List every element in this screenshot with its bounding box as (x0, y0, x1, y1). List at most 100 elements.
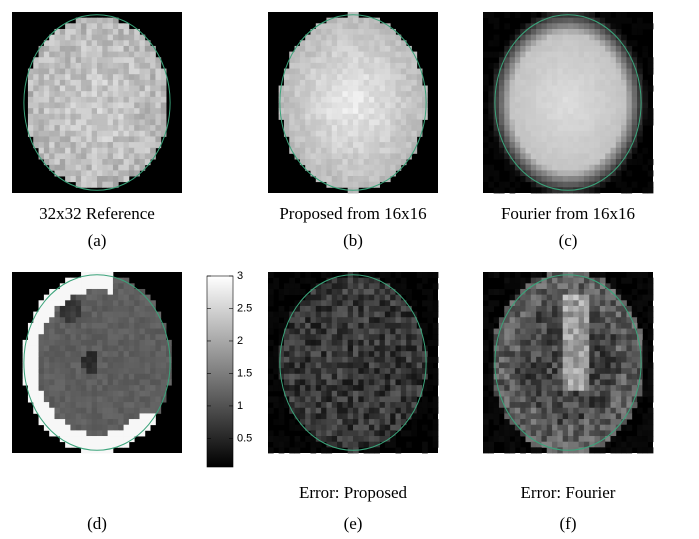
image-pixel (563, 18, 569, 24)
image-pixel (541, 176, 547, 182)
image-pixel (289, 114, 295, 120)
image-pixel (342, 153, 348, 159)
image-pixel (337, 119, 343, 125)
image-pixel (526, 165, 532, 171)
image-pixel (337, 80, 343, 86)
image-pixel (155, 385, 161, 391)
image-pixel (358, 374, 364, 380)
image-pixel (92, 363, 98, 369)
image-pixel (406, 148, 412, 154)
image-pixel (289, 125, 295, 131)
image-pixel (547, 295, 553, 301)
image-pixel (637, 136, 643, 142)
image-pixel (33, 69, 39, 75)
image-pixel (134, 363, 140, 369)
image-pixel (337, 148, 343, 154)
image-pixel (642, 86, 648, 92)
image-pixel (611, 368, 617, 374)
image-pixel (510, 165, 516, 171)
image-pixel (316, 419, 322, 425)
image-pixel (526, 35, 532, 41)
image-pixel (300, 289, 306, 295)
image-pixel (616, 12, 622, 18)
image-pixel (70, 306, 76, 312)
image-pixel (526, 323, 532, 329)
image-pixel (353, 153, 359, 159)
image-pixel (396, 86, 402, 92)
image-pixel (374, 391, 380, 397)
image-pixel (39, 374, 45, 380)
image-pixel (579, 46, 585, 52)
image-pixel (70, 35, 76, 41)
image-pixel (563, 74, 569, 80)
image-pixel (273, 323, 279, 329)
image-pixel (536, 334, 542, 340)
image-pixel (374, 176, 380, 182)
image-pixel (92, 391, 98, 397)
image-pixel (520, 300, 526, 306)
image-pixel (60, 391, 66, 397)
image-pixel (595, 40, 601, 46)
image-pixel (531, 103, 537, 109)
image-pixel (396, 272, 402, 278)
image-pixel (92, 86, 98, 92)
image-pixel (65, 119, 71, 125)
image-pixel (563, 368, 569, 374)
image-pixel (390, 340, 396, 346)
image-pixel (358, 346, 364, 352)
image-pixel (358, 69, 364, 75)
image-pixel (642, 46, 648, 52)
image-pixel (541, 374, 547, 380)
image-pixel (579, 425, 585, 431)
image-pixel (396, 329, 402, 335)
image-pixel (55, 170, 61, 176)
image-pixel (621, 187, 627, 193)
image-pixel (129, 329, 135, 335)
image-pixel (348, 63, 354, 69)
image-pixel (86, 391, 92, 397)
image-pixel (140, 108, 146, 114)
image-pixel (488, 363, 494, 369)
image-pixel (124, 91, 130, 97)
image-pixel (145, 131, 151, 137)
image-pixel (65, 176, 71, 182)
image-pixel (369, 317, 375, 323)
image-pixel (573, 306, 579, 312)
image-pixel (300, 346, 306, 352)
image-pixel (108, 125, 114, 131)
image-pixel (648, 408, 654, 414)
image-pixel (632, 91, 638, 97)
image-pixel (305, 379, 311, 385)
image-pixel (86, 159, 92, 165)
image-pixel (520, 57, 526, 63)
image-pixel (364, 340, 370, 346)
image-pixel (118, 306, 124, 312)
image-pixel (385, 35, 391, 41)
image-pixel (536, 136, 542, 142)
image-pixel (49, 351, 55, 357)
image-pixel (406, 63, 412, 69)
image-pixel (311, 119, 317, 125)
image-pixel (515, 69, 521, 75)
image-pixel (332, 340, 338, 346)
image-pixel (488, 396, 494, 402)
image-pixel (406, 289, 412, 295)
image-pixel (589, 176, 595, 182)
image-pixel (166, 351, 172, 357)
image-pixel (124, 340, 130, 346)
image-pixel (311, 396, 317, 402)
image-pixel (86, 57, 92, 63)
image-pixel (39, 323, 45, 329)
image-pixel (401, 114, 407, 120)
image-pixel (600, 52, 606, 58)
image-pixel (536, 357, 542, 363)
image-pixel (552, 12, 558, 18)
image-pixel (526, 425, 532, 431)
image-pixel (65, 419, 71, 425)
image-pixel (595, 148, 601, 154)
image-pixel (520, 176, 526, 182)
image-pixel (145, 379, 151, 385)
image-pixel (642, 114, 648, 120)
image-pixel (161, 385, 167, 391)
image-pixel (124, 23, 130, 29)
